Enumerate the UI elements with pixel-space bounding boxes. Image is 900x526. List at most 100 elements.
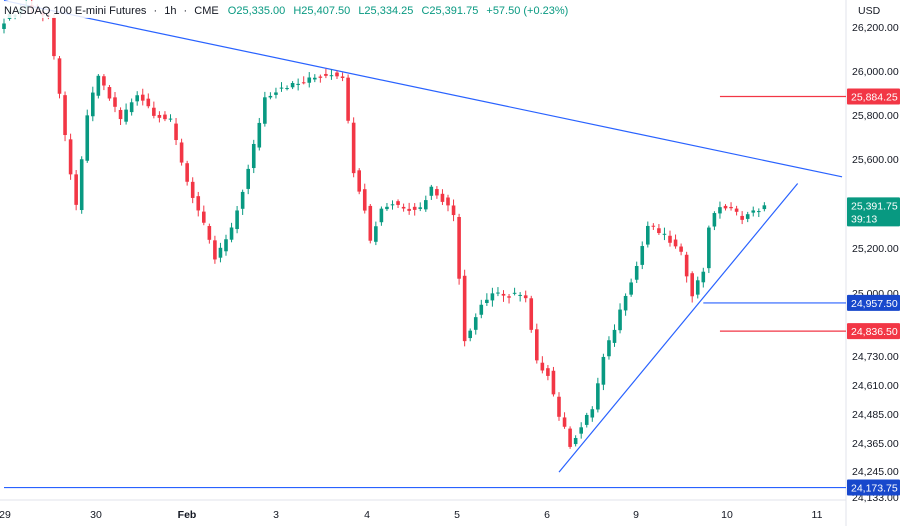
candle — [690, 271, 694, 303]
candle — [740, 211, 744, 225]
candle — [168, 114, 173, 122]
candle — [301, 76, 306, 85]
price-tags: 25,884.25 24,957.50 24,836.50 24,173.75 25,3… — [847, 88, 900, 496]
price-tag: 25,884.25 — [847, 88, 900, 105]
x-tick-label: 6 — [544, 509, 550, 521]
candle — [745, 211, 750, 223]
ohlc-low: L25,334.25 — [358, 5, 413, 17]
x-tick-label: 9 — [633, 509, 639, 521]
y-tick-label: 26,200.00 — [852, 22, 899, 34]
candle — [462, 269, 467, 347]
candle — [113, 91, 117, 113]
candle — [124, 103, 128, 125]
candle — [174, 118, 178, 146]
candle — [329, 69, 334, 80]
candle — [723, 204, 728, 211]
candle — [74, 169, 78, 211]
candle — [390, 200, 395, 210]
candle — [179, 138, 184, 166]
candle — [129, 98, 134, 116]
candle — [646, 221, 650, 248]
candle — [546, 365, 550, 381]
currency-label[interactable]: USD — [858, 5, 881, 17]
candle — [52, 14, 56, 60]
candle — [2, 18, 6, 34]
price-tag: 24,173.75 — [847, 479, 900, 496]
candle — [501, 290, 506, 302]
candle — [190, 177, 195, 204]
ascending-support[interactable] — [558, 183, 799, 473]
candle — [451, 199, 456, 222]
y-tick-label: 24,365.00 — [852, 438, 899, 450]
svg-text:24,173.75: 24,173.75 — [851, 483, 898, 495]
candle — [118, 107, 123, 125]
candle — [446, 194, 450, 212]
candle — [557, 392, 561, 421]
candle — [673, 234, 678, 249]
candle — [340, 72, 345, 82]
candle — [707, 225, 711, 274]
candle — [729, 202, 733, 211]
price-axis[interactable]: 26,200.00 26,000.00 25,800.00 25,600.00 25,2… — [852, 22, 899, 504]
candle — [518, 292, 522, 302]
change-value: +57.50 (+0.23%) — [486, 5, 568, 17]
trendlines — [3, 0, 843, 473]
y-tick-label: 24,245.00 — [852, 466, 899, 478]
x-tick-label: 10 — [721, 509, 733, 521]
svg-text:24,957.50: 24,957.50 — [851, 298, 898, 310]
candle — [490, 287, 495, 307]
candle — [63, 91, 67, 142]
candle — [318, 74, 323, 83]
candle — [163, 111, 167, 122]
candle — [457, 213, 461, 285]
candle — [290, 81, 295, 90]
candle — [562, 412, 567, 429]
price-tag: 24,836.50 — [847, 323, 900, 340]
x-tick-label: 5 — [454, 509, 460, 521]
candle — [68, 133, 73, 180]
x-tick-label: 11 — [812, 509, 823, 521]
candle — [751, 206, 756, 217]
candle — [607, 336, 611, 360]
candle — [584, 412, 589, 428]
ohlc-high: H25,407.50 — [293, 5, 350, 17]
candle — [140, 88, 145, 106]
candle — [701, 267, 706, 288]
bar-countdown: 39:13 — [851, 213, 877, 225]
candle — [651, 223, 656, 230]
candle — [202, 205, 206, 226]
candle — [579, 422, 583, 439]
candle — [512, 287, 517, 296]
candle — [551, 366, 556, 397]
candle — [662, 227, 667, 241]
candle — [712, 211, 717, 231]
time-axis[interactable]: 29 30 Feb 3 4 5 6 9 10 11 — [0, 509, 823, 521]
candle — [224, 234, 228, 256]
y-tick-label: 24,485.00 — [852, 409, 899, 421]
candle — [440, 189, 445, 206]
candle — [385, 203, 389, 211]
candle — [357, 168, 361, 195]
candle — [424, 195, 428, 212]
candle — [468, 328, 472, 342]
candle — [218, 242, 223, 263]
current-price-value: 25,391.75 — [851, 200, 898, 212]
candle — [762, 202, 767, 212]
candle — [85, 109, 90, 163]
candle — [401, 203, 406, 212]
candle — [596, 377, 600, 413]
candle — [240, 189, 245, 215]
candle — [496, 287, 500, 297]
candle — [362, 183, 367, 214]
candle — [479, 299, 484, 319]
candle — [657, 224, 661, 235]
y-tick-label: 25,200.00 — [852, 243, 899, 255]
descending-resistance[interactable] — [3, 0, 843, 178]
candle — [379, 206, 384, 226]
candle — [507, 294, 511, 304]
candle — [568, 426, 572, 449]
candle — [185, 160, 189, 186]
exchange: CME — [194, 5, 218, 17]
